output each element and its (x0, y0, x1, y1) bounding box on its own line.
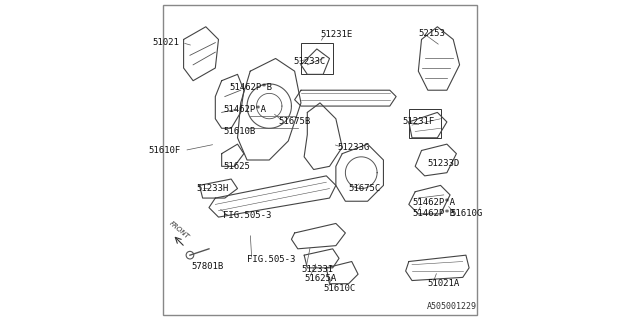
Text: 51233C: 51233C (293, 57, 325, 66)
Text: 51231E: 51231E (320, 30, 352, 39)
Text: FRONT: FRONT (168, 220, 190, 240)
Bar (409, 109, 440, 138)
Text: 51610G: 51610G (450, 209, 483, 219)
Text: 52153: 52153 (419, 28, 445, 38)
Text: 51610B: 51610B (223, 127, 255, 136)
Text: 51021A: 51021A (428, 279, 460, 288)
Text: FIG.505-3: FIG.505-3 (247, 255, 296, 264)
Text: 51233G: 51233G (337, 143, 370, 152)
Text: 51233H: 51233H (196, 184, 228, 193)
Text: 51462P*A: 51462P*A (223, 105, 266, 114)
Text: 57801B: 57801B (191, 262, 224, 271)
Text: 51675B: 51675B (279, 117, 311, 126)
Text: 51610F: 51610F (148, 146, 180, 155)
Text: 51610C: 51610C (323, 284, 355, 293)
Text: 51675C: 51675C (349, 184, 381, 193)
Text: 51233D: 51233D (428, 159, 460, 168)
Text: 51021: 51021 (152, 38, 179, 47)
Text: FIG.505-3: FIG.505-3 (223, 211, 271, 220)
Text: 51233I: 51233I (301, 265, 333, 274)
Text: 51462P*A: 51462P*A (412, 198, 455, 207)
Text: A505001229: A505001229 (427, 302, 477, 311)
Text: 51462P*B: 51462P*B (412, 209, 455, 219)
Bar (301, 43, 333, 74)
Text: 51625: 51625 (223, 162, 250, 171)
Text: 51231F: 51231F (403, 117, 435, 126)
Text: 51625A: 51625A (304, 275, 337, 284)
Text: 51462P*B: 51462P*B (230, 83, 273, 92)
